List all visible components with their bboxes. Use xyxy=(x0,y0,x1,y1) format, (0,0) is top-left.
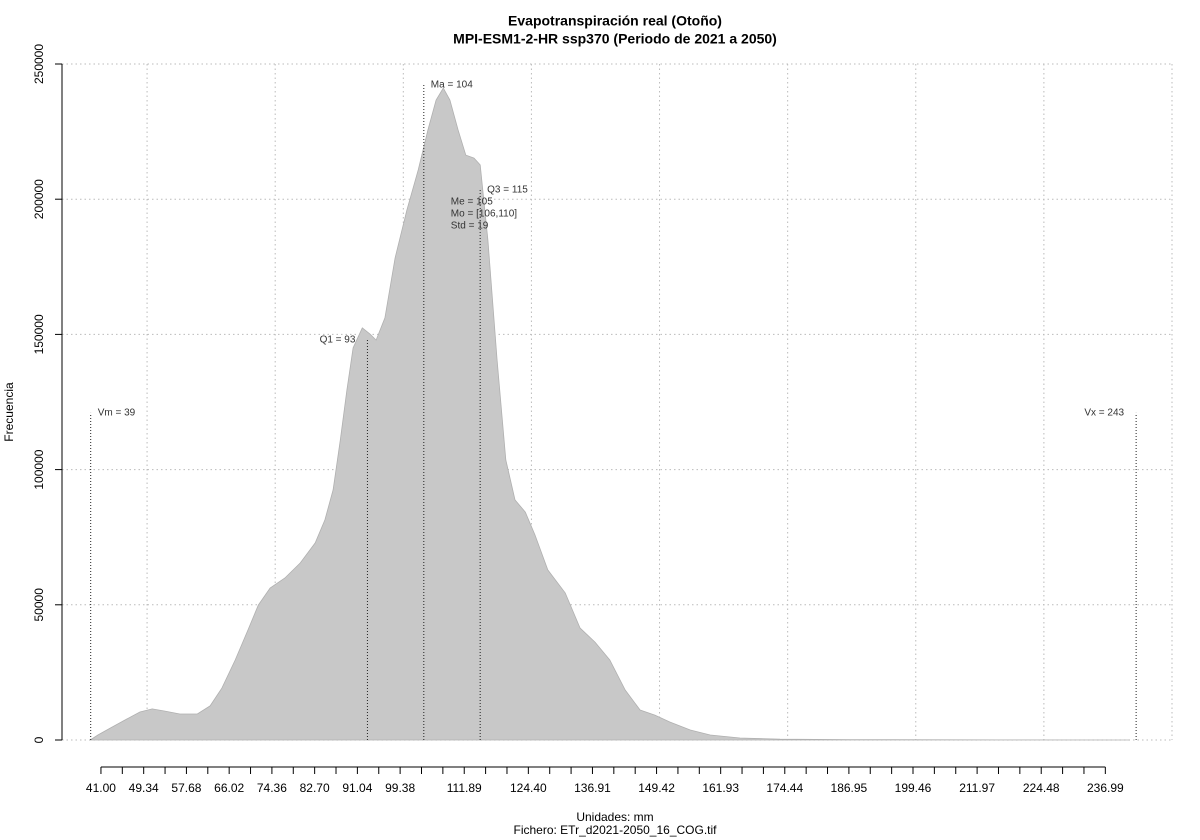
x-tick-label: 161.93 xyxy=(702,781,739,795)
x-tick-label: 124.40 xyxy=(510,781,547,795)
x-tick-label: 99.38 xyxy=(385,781,415,795)
x-tick-label: 136.91 xyxy=(574,781,611,795)
chart-subtitle: MPI-ESM1-2-HR ssp370 (Periodo de 2021 a … xyxy=(453,31,777,47)
x-tick-label: 199.46 xyxy=(895,781,932,795)
x-tick-label: 66.02 xyxy=(214,781,244,795)
annotation-label: Vm = 39 xyxy=(98,407,136,418)
annotation-label: Vx = 243 xyxy=(1084,407,1124,418)
stats-label: Mo = [106,110] xyxy=(451,209,517,220)
x-tick-label: 224.48 xyxy=(1023,781,1060,795)
y-tick-label: 250000 xyxy=(32,44,46,84)
x-tick-label: 174.44 xyxy=(766,781,803,795)
x-tick-label: 149.42 xyxy=(638,781,675,795)
annotation-label: Q3 = 115 xyxy=(487,185,528,196)
stats-label: Me = 105 xyxy=(451,197,493,208)
y-tick-label: 200000 xyxy=(32,179,46,219)
x-axis-label: Unidades: mm xyxy=(576,810,653,824)
y-axis-label: Frecuencia xyxy=(2,382,16,442)
x-tick-label: 91.04 xyxy=(342,781,372,795)
x-tick-label: 57.68 xyxy=(171,781,201,795)
density-area xyxy=(89,87,1131,741)
y-tick-label: 0 xyxy=(32,736,46,743)
y-tick-label: 50000 xyxy=(32,588,46,622)
x-tick-label: 186.95 xyxy=(831,781,868,795)
x-tick-label: 111.89 xyxy=(447,781,482,795)
x-tick-label: 82.70 xyxy=(300,781,330,795)
chart-title: Evapotranspiración real (Otoño) xyxy=(508,13,722,29)
x-tick-label: 41.00 xyxy=(86,781,116,795)
x-tick-label: 74.36 xyxy=(257,781,287,795)
x-tick-label: 211.97 xyxy=(959,781,995,795)
caption: Fichero: ETr_d2021-2050_16_COG.tif xyxy=(514,823,718,837)
x-tick-label: 49.34 xyxy=(129,781,159,795)
annotation-label: Q1 = 93 xyxy=(320,334,356,345)
y-tick-label: 150000 xyxy=(32,314,46,354)
annotation-label: Ma = 104 xyxy=(431,79,473,90)
x-tick-label: 236.99 xyxy=(1087,781,1124,795)
y-tick-label: 100000 xyxy=(32,449,46,489)
stats-label: Std = 19 xyxy=(451,221,489,232)
